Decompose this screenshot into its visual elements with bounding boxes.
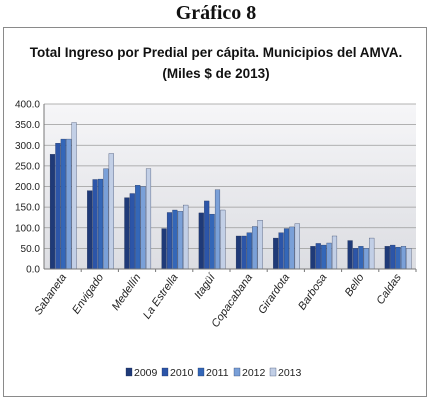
bar-2013-0 bbox=[71, 122, 77, 270]
y-tick-label: 100.0 bbox=[15, 223, 40, 234]
chart-title: Total Ingreso por Predial per cápita. Mu… bbox=[0, 42, 432, 84]
legend-label-2009: 2009 bbox=[134, 367, 158, 379]
bar-2011-4 bbox=[209, 213, 215, 270]
legend-swatch-2009 bbox=[125, 367, 133, 377]
chart-title-line-1: Total Ingreso por Predial per cápita. Mu… bbox=[29, 45, 403, 60]
x-tick-label: Envigado bbox=[70, 272, 106, 316]
bar-2010-1 bbox=[92, 179, 98, 270]
bar-2010-5 bbox=[241, 235, 247, 270]
x-tick-label: Caldas bbox=[374, 271, 404, 306]
bar-2009-7 bbox=[310, 246, 316, 270]
bar-2009-9 bbox=[384, 246, 390, 270]
legend-label-2013: 2013 bbox=[278, 367, 302, 379]
bar-2011-3 bbox=[172, 209, 178, 270]
bar-2013-1 bbox=[108, 153, 114, 270]
bar-2009-4 bbox=[198, 212, 204, 270]
bar-2010-6 bbox=[278, 232, 284, 270]
bar-2012-2 bbox=[140, 186, 146, 270]
bar-2011-1 bbox=[97, 178, 104, 270]
bar-2010-7 bbox=[315, 243, 321, 270]
legend-label-2012: 2012 bbox=[242, 367, 266, 379]
legend-swatch-2013 bbox=[269, 367, 277, 377]
bar-2013-4 bbox=[220, 209, 226, 270]
bar-2012-5 bbox=[252, 226, 258, 270]
bar-2009-1 bbox=[87, 190, 93, 270]
bar-2011-7 bbox=[321, 244, 327, 270]
bar-2009-2 bbox=[124, 197, 130, 270]
bar-2010-2 bbox=[129, 193, 135, 270]
bar-2012-3 bbox=[177, 211, 183, 270]
y-tick-label: 150.0 bbox=[15, 203, 40, 214]
bar-2012-4 bbox=[214, 189, 221, 270]
bar-2012-6 bbox=[289, 226, 295, 270]
bar-2013-7 bbox=[331, 235, 338, 270]
chart-title-line-2: (Miles $ de 2013) bbox=[162, 66, 270, 81]
legend-swatch-2010 bbox=[161, 367, 169, 377]
bar-2010-4 bbox=[204, 200, 210, 270]
bar-2011-9 bbox=[395, 246, 401, 270]
bar-2009-5 bbox=[235, 235, 242, 270]
bar-2013-8 bbox=[369, 237, 375, 270]
bar-2013-2 bbox=[145, 168, 152, 270]
legend-label-2010: 2010 bbox=[170, 367, 194, 379]
y-tick-label: 250.0 bbox=[15, 161, 40, 172]
bar-2010-8 bbox=[352, 248, 359, 270]
bar-2009-6 bbox=[273, 237, 279, 270]
bar-2012-8 bbox=[363, 248, 369, 270]
bar-2009-0 bbox=[49, 154, 56, 270]
bar-2012-7 bbox=[326, 242, 332, 270]
bar-2009-3 bbox=[161, 228, 167, 270]
bar-2011-6 bbox=[283, 228, 290, 270]
x-tick-label: La Estrella bbox=[141, 272, 181, 321]
y-tick-label: 400.0 bbox=[15, 100, 40, 111]
y-tick-label: 350.0 bbox=[15, 120, 40, 131]
bar-2012-9 bbox=[400, 246, 407, 270]
bar-2010-9 bbox=[390, 244, 396, 270]
legend-swatch-2012 bbox=[233, 367, 241, 377]
bar-2011-2 bbox=[135, 185, 141, 270]
legend-swatch-2011 bbox=[197, 367, 205, 377]
figure-heading: Gráfico 8 bbox=[175, 2, 257, 24]
x-tick-label: Barbosa bbox=[296, 272, 329, 312]
bar-2010-3 bbox=[166, 212, 173, 270]
y-tick-label: 0.0 bbox=[26, 265, 40, 276]
bar-2011-8 bbox=[358, 246, 364, 270]
bar-2013-5 bbox=[257, 220, 263, 270]
bar-2013-3 bbox=[183, 204, 189, 270]
bar-2011-0 bbox=[60, 138, 66, 270]
y-tick-label: 300.0 bbox=[15, 141, 40, 152]
bar-2011-5 bbox=[246, 232, 252, 270]
bar-2012-0 bbox=[66, 138, 72, 270]
bar-2012-1 bbox=[103, 168, 109, 270]
x-tick-label: Sabaneta bbox=[32, 272, 69, 317]
x-tick-label: Medellín bbox=[110, 272, 144, 313]
x-tick-label: Bello bbox=[343, 272, 367, 299]
bar-2013-6 bbox=[294, 223, 300, 270]
y-tick-label: 50.0 bbox=[21, 244, 41, 255]
bar-2010-0 bbox=[55, 143, 61, 270]
x-tick-label: Itagüí bbox=[192, 271, 218, 301]
x-tick-label: Girardota bbox=[256, 272, 292, 316]
legend-label-2011: 2011 bbox=[206, 367, 229, 379]
bar-2009-8 bbox=[347, 240, 353, 270]
y-tick-label: 200.0 bbox=[15, 182, 40, 193]
bar-2013-9 bbox=[406, 248, 412, 270]
